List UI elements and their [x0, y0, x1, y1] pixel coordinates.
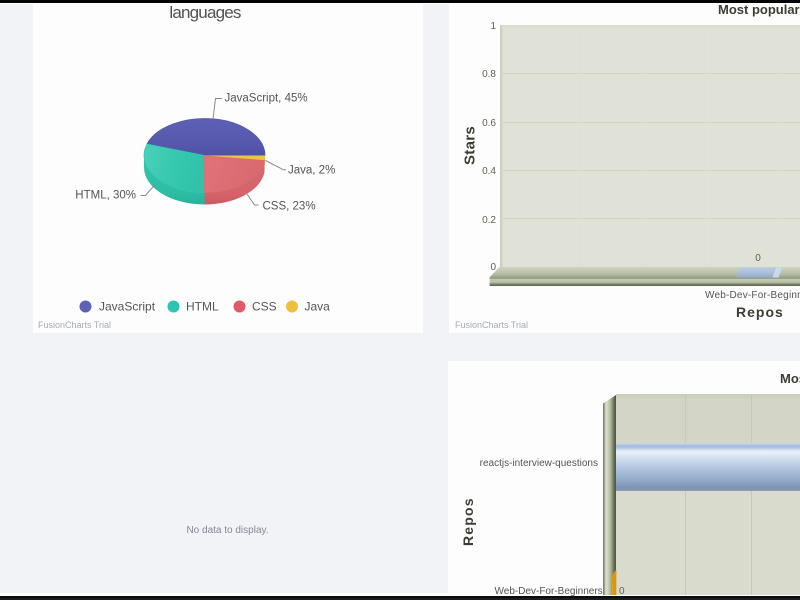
- svg-text:CSS: CSS: [252, 300, 277, 314]
- svg-text:CSS, 23%: CSS, 23%: [263, 201, 316, 213]
- svg-text:HTML: HTML: [186, 300, 219, 314]
- svg-text:Java, 2%: Java, 2%: [288, 165, 335, 177]
- svg-text:Java: Java: [305, 300, 331, 314]
- svg-text:JavaScript: JavaScript: [99, 300, 156, 314]
- svg-text:HTML, 30%: HTML, 30%: [75, 190, 136, 202]
- svg-text:JavaScript, 45%: JavaScript, 45%: [225, 93, 308, 105]
